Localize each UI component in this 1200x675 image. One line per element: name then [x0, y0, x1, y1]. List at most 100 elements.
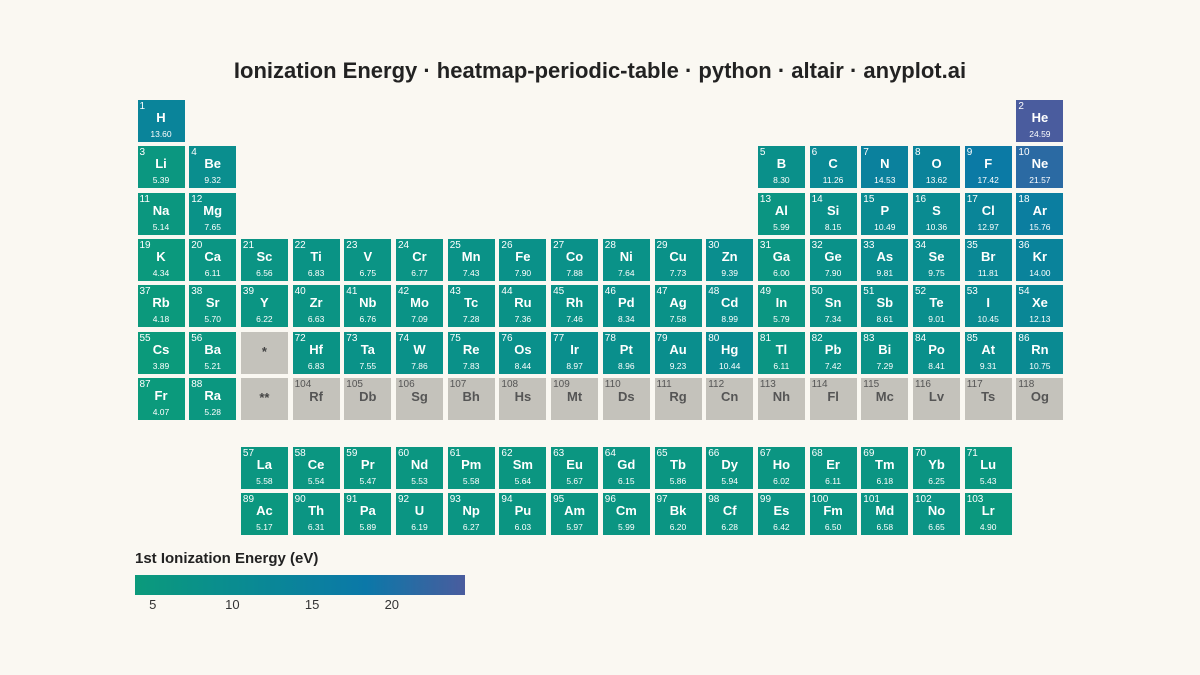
element-symbol: Fr [154, 387, 168, 403]
element-symbol: Kr [1032, 248, 1048, 264]
atomic-number: 25 [449, 239, 461, 251]
element-cell-k: 19 K 4.34 [137, 238, 185, 281]
element-symbol: O [931, 156, 942, 172]
atomic-number: 108 [501, 378, 519, 390]
ionization-value: 4.90 [979, 522, 997, 533]
element-cell-i: 53 I 10.45 [964, 285, 1012, 328]
element-cell-ga: 31 Ga 6.00 [757, 238, 805, 281]
atomic-number: 95 [553, 494, 565, 506]
element-symbol: Cm [615, 503, 637, 519]
atomic-number: 31 [759, 239, 772, 251]
element-cell-zn: 30 Zn 9.39 [706, 238, 754, 281]
element-symbol: Th [308, 503, 325, 519]
ionization-value: 6.03 [514, 522, 532, 533]
element-cell-in: 49 In 5.79 [757, 285, 805, 328]
element-symbol: Nh [772, 388, 791, 404]
ionization-value: 5.28 [204, 406, 221, 417]
atomic-number: 83 [863, 332, 875, 344]
element-symbol: Bk [669, 503, 687, 519]
ionization-value: 7.34 [824, 314, 842, 325]
atomic-number: 107 [449, 378, 467, 390]
atomic-number: 48 [708, 286, 720, 298]
ionization-value: 17.42 [977, 175, 999, 186]
element-cell-ar: 18 Ar 15.76 [1016, 192, 1064, 235]
atomic-number: 65 [656, 448, 668, 459]
element-symbol: Au [669, 341, 687, 357]
element-symbol: Eu [566, 457, 583, 472]
element-cell-cm: 96 Cm 5.99 [602, 493, 650, 536]
element-cell-bi: 83 Bi 7.29 [861, 331, 909, 374]
atomic-number: 52 [915, 286, 927, 298]
ionization-value: 6.18 [876, 476, 894, 486]
element-cell-bh: 107 Bh [447, 377, 495, 420]
atomic-number: 96 [604, 494, 616, 506]
element-cell-be: 4 Be 9.32 [189, 146, 237, 189]
element-symbol: Sb [876, 295, 894, 311]
element-symbol: S [932, 202, 941, 218]
ionization-value: 5.99 [773, 221, 790, 232]
atomic-number: 89 [242, 494, 255, 506]
element-cell-fm: 100 Fm 6.50 [809, 493, 857, 536]
atomic-number: 99 [759, 494, 772, 506]
atomic-number: 22 [294, 239, 306, 251]
element-cell-ge: 32 Ge 7.90 [809, 238, 857, 281]
element-symbol: Pb [824, 341, 842, 357]
atomic-number: 41 [346, 286, 358, 298]
element-symbol: Li [155, 156, 167, 172]
ionization-value: 14.53 [874, 175, 896, 186]
element-cell-os: 76 Os 8.44 [499, 331, 547, 374]
element-cell-tc: 43 Tc 7.28 [447, 285, 495, 328]
element-cell-te: 52 Te 9.01 [913, 285, 960, 328]
element-cell-ts: 117 Ts [964, 377, 1012, 420]
ionization-value: 7.28 [462, 314, 480, 325]
element-cell-f: 9 F 17.42 [964, 146, 1012, 189]
ionization-value: 7.43 [462, 267, 480, 278]
atomic-number: 91 [346, 494, 358, 506]
element-symbol: Es [773, 503, 790, 519]
legend-tick-label: 20 [384, 597, 400, 612]
element-symbol: P [880, 202, 890, 218]
element-cell-ru: 44 Ru 7.36 [499, 285, 547, 328]
atomic-number: 27 [553, 239, 565, 251]
atomic-number: 76 [501, 332, 513, 344]
atomic-number: 100 [811, 494, 829, 506]
atomic-number: 3 [139, 147, 146, 159]
ionization-value: 4.18 [152, 314, 170, 325]
atomic-number: 10 [1018, 147, 1030, 159]
element-symbol: Np [462, 503, 480, 519]
element-symbol: Be [204, 156, 221, 172]
element-cell-rh: 45 Rh 7.46 [551, 285, 599, 328]
ionization-value: 8.99 [721, 314, 738, 325]
element-symbol: Rf [309, 388, 323, 404]
legend-tick-label: 15 [304, 597, 320, 612]
element-symbol: Tb [670, 457, 686, 472]
atomic-number: 81 [759, 332, 772, 344]
atomic-number: 114 [811, 378, 828, 390]
element-cell-mt: 109 Mt [551, 377, 599, 420]
element-symbol: Pr [360, 457, 375, 472]
atomic-number: 28 [604, 239, 616, 251]
ionization-value: 24.59 [1029, 129, 1051, 139]
atomic-number: 13 [759, 193, 772, 205]
element-symbol: Cn [721, 388, 739, 404]
atomic-number: 23 [346, 239, 358, 251]
element-cell-n: 7 N 14.53 [861, 146, 909, 189]
atomic-number: 26 [501, 239, 513, 251]
atomic-number: 59 [346, 448, 358, 459]
element-symbol: Db [359, 388, 377, 404]
atomic-number: 118 [1018, 378, 1035, 390]
legend-tick-label: 5 [149, 597, 157, 612]
atomic-number: 11 [139, 193, 150, 205]
element-cell-yb: 70 Yb 6.25 [913, 447, 960, 489]
element-cell-tl: 81 Tl 6.11 [757, 331, 805, 374]
atomic-number: 37 [139, 286, 151, 298]
element-symbol: Tl [775, 341, 788, 357]
element-symbol: Mg [203, 202, 223, 218]
ionization-value: 5.14 [152, 221, 170, 232]
atomic-number: 35 [966, 239, 978, 251]
color-scale-bar [135, 575, 465, 595]
ionization-value: 12.97 [977, 221, 999, 232]
ionization-value: 9.01 [928, 314, 945, 325]
element-symbol: Nd [410, 457, 429, 472]
atomic-number: 78 [604, 332, 616, 344]
